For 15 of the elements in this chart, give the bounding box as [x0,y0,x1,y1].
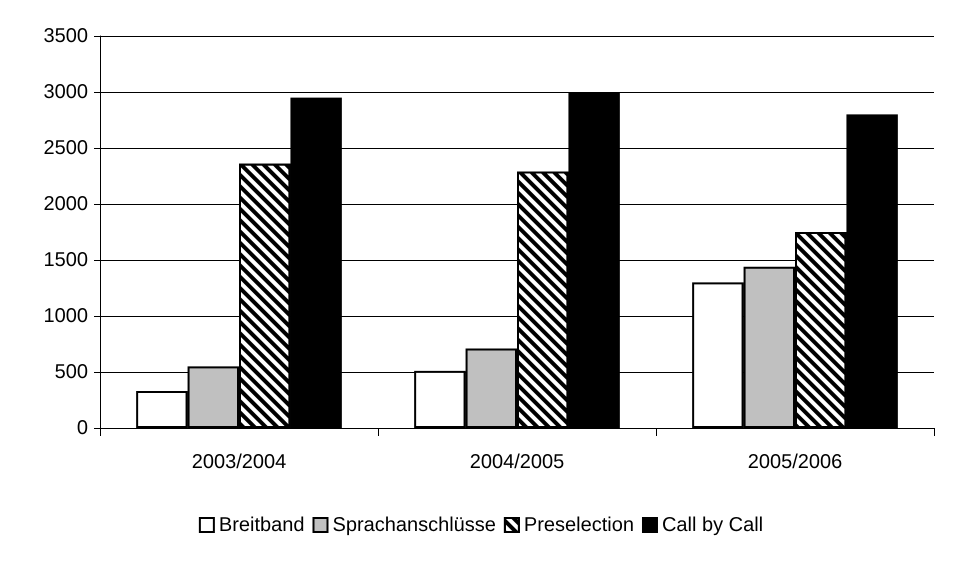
x-tick-label: 2003/2004 [192,451,286,473]
y-tick-label: 3500 [44,25,88,47]
legend-label: Call by Call [662,514,764,536]
legend-label: Breitband [218,514,305,536]
y-tick-label: 2500 [44,137,88,159]
x-tick-label: 2005/2006 [748,451,842,473]
y-tick-label: 3000 [44,81,88,103]
y-tick-label: 0 [76,417,88,439]
y-tick-label: 1500 [44,249,88,271]
y-tick-label: 1000 [44,305,88,327]
y-tick-label: 2000 [44,193,88,215]
legend-label: Sprachanschlüsse [332,514,496,536]
y-tick-label: 500 [54,361,88,383]
x-tick-label: 2004/2005 [470,451,564,473]
legend-label: Preselection [524,514,634,536]
